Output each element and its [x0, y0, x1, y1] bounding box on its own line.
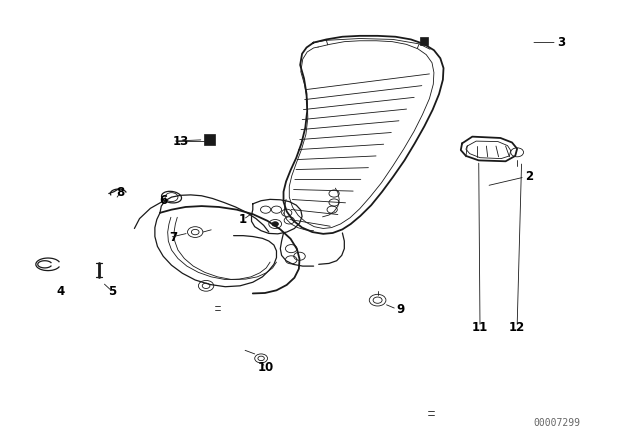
Circle shape	[272, 222, 278, 226]
Text: 1: 1	[239, 213, 247, 226]
Text: 00007299: 00007299	[533, 418, 580, 428]
Text: 12: 12	[509, 320, 525, 334]
Text: 11: 11	[472, 320, 488, 334]
Text: 3: 3	[557, 36, 565, 49]
Text: 8: 8	[116, 186, 124, 199]
Text: 6: 6	[159, 194, 167, 207]
Text: 5: 5	[108, 284, 116, 298]
Bar	[420, 37, 428, 45]
Text: 2: 2	[525, 170, 533, 184]
Bar	[204, 134, 215, 145]
Text: 10: 10	[257, 361, 274, 374]
Text: 13: 13	[173, 134, 189, 148]
Text: 7: 7	[170, 231, 178, 244]
Text: 9: 9	[397, 302, 405, 316]
Text: 4: 4	[57, 284, 65, 298]
